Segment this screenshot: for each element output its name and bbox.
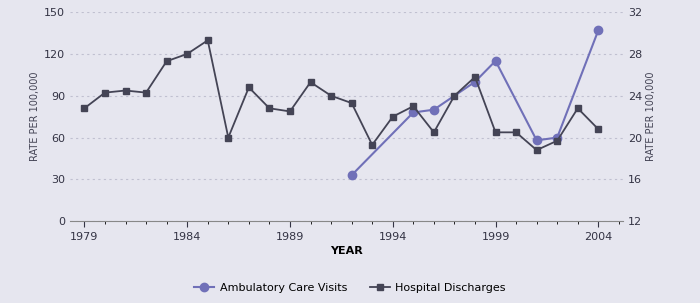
- Hospital Discharges: [142, 91, 150, 95]
- Hospital Discharges: [450, 94, 459, 98]
- Hospital Discharges: [409, 104, 417, 108]
- Ambulatory Care Visits: [553, 136, 561, 139]
- Hospital Discharges: [121, 89, 130, 92]
- Hospital Discharges: [389, 115, 397, 118]
- Hospital Discharges: [553, 139, 561, 142]
- Hospital Discharges: [594, 127, 603, 131]
- Hospital Discharges: [533, 148, 541, 152]
- Ambulatory Care Visits: [533, 138, 541, 142]
- Hospital Discharges: [471, 75, 480, 79]
- Hospital Discharges: [101, 91, 109, 95]
- Hospital Discharges: [286, 110, 294, 113]
- Hospital Discharges: [327, 94, 335, 98]
- Line: Hospital Discharges: Hospital Discharges: [81, 37, 601, 153]
- Hospital Discharges: [573, 106, 582, 110]
- Hospital Discharges: [430, 131, 438, 134]
- Hospital Discharges: [183, 52, 191, 56]
- Hospital Discharges: [512, 131, 520, 134]
- Hospital Discharges: [245, 85, 253, 89]
- Hospital Discharges: [491, 131, 500, 134]
- Ambulatory Care Visits: [471, 80, 480, 84]
- Ambulatory Care Visits: [347, 173, 356, 177]
- Y-axis label: RATE PER 100,000: RATE PER 100,000: [646, 72, 657, 161]
- Hospital Discharges: [347, 101, 356, 105]
- Hospital Discharges: [162, 59, 171, 63]
- Ambulatory Care Visits: [409, 111, 417, 114]
- X-axis label: YEAR: YEAR: [330, 246, 363, 256]
- Ambulatory Care Visits: [594, 28, 603, 32]
- Y-axis label: RATE PER 100,000: RATE PER 100,000: [30, 72, 40, 161]
- Legend: Ambulatory Care Visits, Hospital Discharges: Ambulatory Care Visits, Hospital Dischar…: [190, 278, 510, 298]
- Ambulatory Care Visits: [491, 59, 500, 63]
- Hospital Discharges: [80, 106, 89, 110]
- Hospital Discharges: [204, 38, 212, 42]
- Hospital Discharges: [307, 80, 315, 84]
- Hospital Discharges: [224, 136, 232, 139]
- Hospital Discharges: [265, 106, 274, 110]
- Ambulatory Care Visits: [430, 108, 438, 112]
- Hospital Discharges: [368, 143, 377, 147]
- Line: Ambulatory Care Visits: Ambulatory Care Visits: [347, 26, 603, 179]
